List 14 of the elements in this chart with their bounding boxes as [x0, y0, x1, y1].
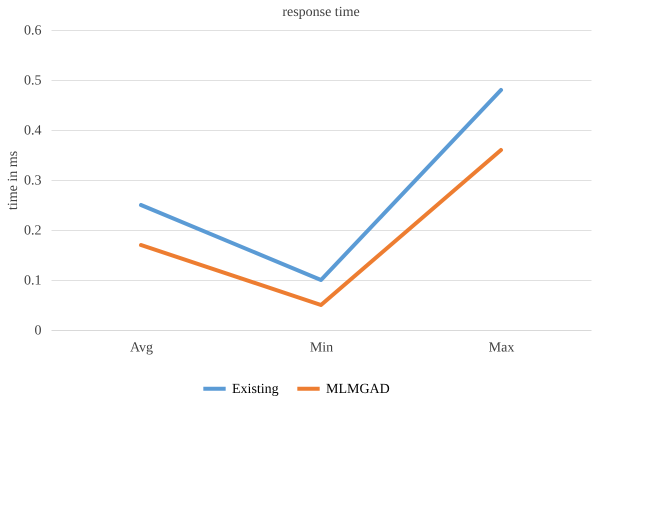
x-tick-label: Avg — [130, 340, 154, 356]
y-tick-label: 0.5 — [24, 74, 42, 88]
y-tick-label: 0.1 — [24, 274, 42, 288]
y-tick-label: 0.4 — [24, 124, 42, 138]
legend-label: MLMGAD — [326, 382, 390, 397]
x-tick-label: Max — [488, 340, 514, 356]
y-tick-label: 0 — [34, 324, 42, 338]
y-axis-title: time in ms — [6, 150, 21, 210]
y-tick-label: 0.2 — [24, 224, 42, 238]
y-tick-label: 0.6 — [24, 24, 42, 38]
chart-title: response time — [282, 5, 360, 20]
y-tick-label: 0.3 — [24, 174, 42, 188]
legend-label: Existing — [232, 382, 279, 397]
x-tick-label: Min — [310, 340, 334, 356]
